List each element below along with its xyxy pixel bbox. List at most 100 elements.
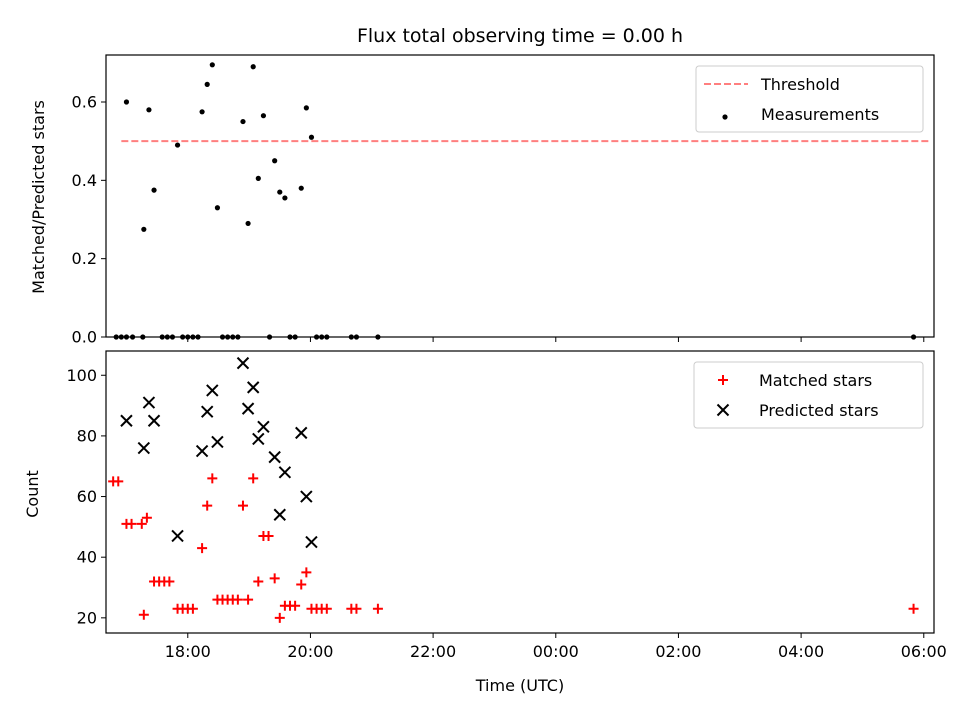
predicted-point	[206, 384, 219, 397]
x-tick-label: 02:00	[655, 642, 701, 661]
measurement-point	[303, 105, 309, 111]
predicted-point	[295, 426, 308, 440]
top-chart-title: Flux total observing time = 0.00 h	[357, 25, 683, 47]
measurement-point	[174, 142, 181, 148]
y-tick-label: 0.4	[72, 171, 97, 190]
y-tick-label: 60	[77, 487, 97, 506]
measurement-point	[272, 158, 278, 164]
y-tick-label: 40	[77, 548, 97, 567]
measurement-point	[204, 81, 210, 87]
plot-frame	[105, 350, 935, 634]
x-tick-label: 04:00	[778, 642, 824, 661]
bottom-y-axis-label: Count	[23, 470, 42, 518]
matched-point	[301, 567, 312, 578]
predicted-point	[147, 414, 161, 427]
matched-point	[290, 600, 301, 611]
matched-point	[197, 543, 208, 554]
measurement-point	[199, 109, 205, 115]
predicted-point	[300, 490, 313, 503]
x-tick-label: 06:00	[901, 642, 947, 661]
measurement-point	[255, 175, 261, 181]
matched-point	[321, 603, 332, 614]
predicted-point	[211, 435, 224, 449]
measurement-point	[146, 107, 152, 113]
predicted-point	[268, 450, 281, 464]
predicted-point	[278, 466, 292, 479]
matched-point	[202, 500, 213, 511]
matched-point	[164, 576, 175, 587]
matched-point	[274, 612, 285, 623]
matched-point	[138, 609, 149, 620]
legend: Matched stars Predicted stars	[693, 361, 924, 429]
predicted-point	[195, 444, 209, 458]
measurement-point	[123, 99, 130, 105]
y-tick-label: 20	[77, 608, 97, 627]
matched-point	[269, 573, 280, 584]
predicted-point	[252, 432, 265, 446]
measurement-point	[250, 64, 256, 70]
measurement-point	[308, 134, 315, 140]
matched-point	[207, 473, 218, 484]
matched-point	[187, 603, 198, 614]
x-tick-label: 20:00	[287, 642, 333, 661]
measurement-point	[214, 205, 221, 211]
matched-point	[351, 603, 362, 614]
predicted-point	[257, 420, 270, 434]
top-y-axis-label: Matched/Predicted stars	[29, 100, 48, 294]
predicted-point	[120, 414, 133, 427]
matched-point	[136, 518, 147, 529]
y-tick-label: 80	[77, 426, 97, 445]
bottom-panel: 20 40 60 80 100 18:00 20:00 22:00 00:00 02:00 04:0…	[66, 350, 947, 661]
measurement-point	[282, 195, 288, 201]
legend-label: Predicted stars	[759, 401, 879, 420]
matched-point	[248, 473, 259, 484]
matched-point	[372, 603, 383, 614]
legend-box	[695, 65, 924, 133]
y-tick-label: 0.0	[72, 328, 97, 347]
matched-point	[908, 603, 919, 614]
matched-point	[126, 518, 137, 529]
legend: Threshold Measurements	[695, 65, 924, 133]
legend-matched-swatch	[718, 375, 728, 385]
predicted-point	[273, 508, 286, 521]
predicted-point	[305, 535, 318, 549]
matched-point	[141, 512, 152, 523]
x-tick-label: 00:00	[533, 642, 579, 661]
matched-point	[263, 530, 274, 541]
predicted-point	[236, 356, 250, 370]
matched-point	[232, 594, 243, 605]
x-tick-label: 18:00	[165, 642, 211, 661]
legend-box	[693, 361, 924, 429]
matched-point	[253, 576, 264, 587]
measurement-point	[245, 220, 251, 227]
predicted-point	[171, 529, 184, 543]
matched-point	[113, 476, 124, 487]
predicted-point	[246, 381, 260, 394]
predicted-point	[137, 441, 151, 455]
measurement-point	[240, 118, 246, 125]
legend-label: Matched stars	[759, 371, 872, 390]
legend-predicted-swatch	[716, 403, 730, 417]
top-panel: 0.0 0.2 0.4 0.6 Threshold Measurements	[72, 54, 935, 347]
measurement-point	[141, 226, 147, 232]
matched-point	[296, 579, 307, 590]
predicted-point	[241, 402, 255, 415]
measurement-point	[277, 189, 283, 195]
bottom-x-axis-label: Time (UTC)	[475, 676, 564, 695]
x-tick-label: 22:00	[410, 642, 456, 661]
measurement-point	[260, 113, 267, 119]
legend-label: Threshold	[760, 75, 840, 94]
predicted-point	[200, 405, 214, 418]
plot-frame	[105, 54, 935, 338]
measurement-point	[151, 187, 157, 193]
matched-point	[243, 594, 254, 605]
measurement-point	[298, 185, 304, 191]
legend-measurement-swatch	[722, 114, 728, 120]
y-tick-label: 100	[66, 366, 97, 385]
y-tick-label: 0.2	[72, 249, 97, 268]
measurement-point	[209, 62, 215, 68]
predicted-point	[142, 396, 156, 409]
legend-label: Measurements	[761, 105, 879, 124]
matched-point	[237, 500, 248, 511]
